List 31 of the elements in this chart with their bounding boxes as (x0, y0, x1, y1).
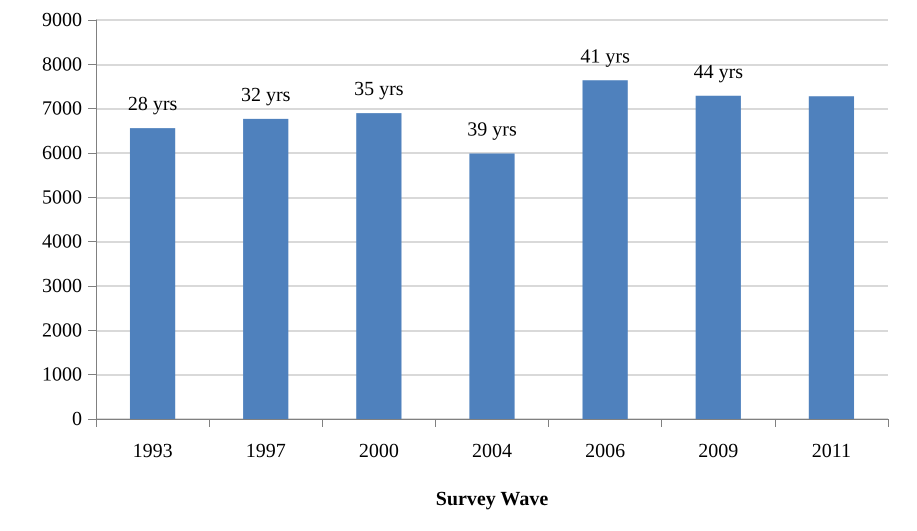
annotation: 39 yrs (467, 118, 517, 140)
bar (469, 153, 515, 419)
annotation: 28 yrs (128, 93, 178, 116)
y-tick-label: 7000 (42, 98, 82, 120)
x-axis-title: Survey Wave (436, 488, 548, 510)
x-tick-label: 2000 (358, 440, 399, 462)
bar (130, 128, 176, 419)
y-tick-label: 3000 (42, 275, 82, 297)
bar (696, 96, 741, 419)
x-tick-label: 1993 (132, 440, 173, 462)
annotation: 44 yrs (694, 60, 744, 83)
x-tick-label: 2006 (585, 440, 626, 462)
annotation: 41 yrs (580, 45, 630, 68)
x-tick-label: 2011 (812, 440, 852, 462)
bar (808, 96, 854, 419)
y-tick-label: 8000 (42, 53, 82, 76)
annotation: 32 yrs (240, 84, 291, 106)
y-tick-label: 1000 (42, 364, 82, 386)
y-tick-label: 2000 (42, 319, 82, 342)
y-tick-label: 0 (72, 408, 82, 430)
y-tick-label: 9000 (42, 9, 82, 31)
bar (582, 80, 628, 419)
annotation: 35 yrs (354, 78, 404, 100)
y-tick-label: 5000 (42, 186, 82, 208)
x-tick-label: 2009 (698, 440, 738, 462)
y-tick-label: 6000 (42, 142, 82, 164)
bar (356, 113, 402, 419)
x-tick-label: 2004 (472, 440, 512, 462)
y-tick-label: 4000 (42, 230, 82, 253)
x-tick-label: 1997 (246, 440, 286, 462)
bar (243, 118, 288, 419)
